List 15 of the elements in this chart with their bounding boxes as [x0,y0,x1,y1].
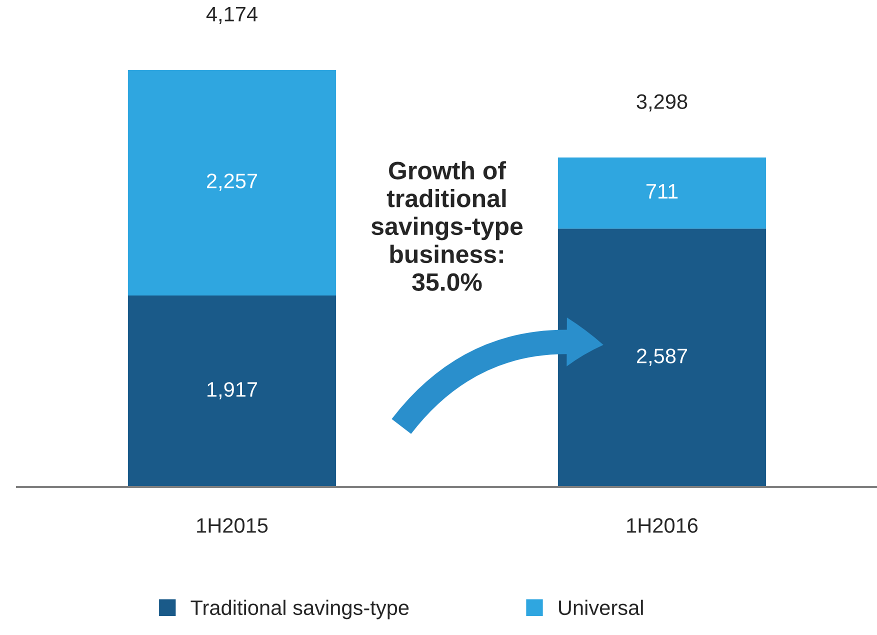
data-label: 711 [646,184,678,198]
bar [558,228,766,487]
annotation: Growth of traditional savings-type business: 35.0% [371,161,523,291]
bar [128,70,336,296]
total-label: 3,298 [636,94,688,112]
bar [558,158,766,229]
legend-label: Traditional savings-type [190,600,409,620]
bar [128,296,336,487]
data-label: 2,587 [636,348,688,366]
data-label: 2,257 [206,174,258,191]
total-label: 4,174 [206,6,258,24]
x-tick-label: 1H2016 [627,518,698,533]
x-tick-label: 1H2015 [197,518,268,533]
legend-label: Universal [559,600,643,616]
data-label: 1,917 [208,382,258,400]
